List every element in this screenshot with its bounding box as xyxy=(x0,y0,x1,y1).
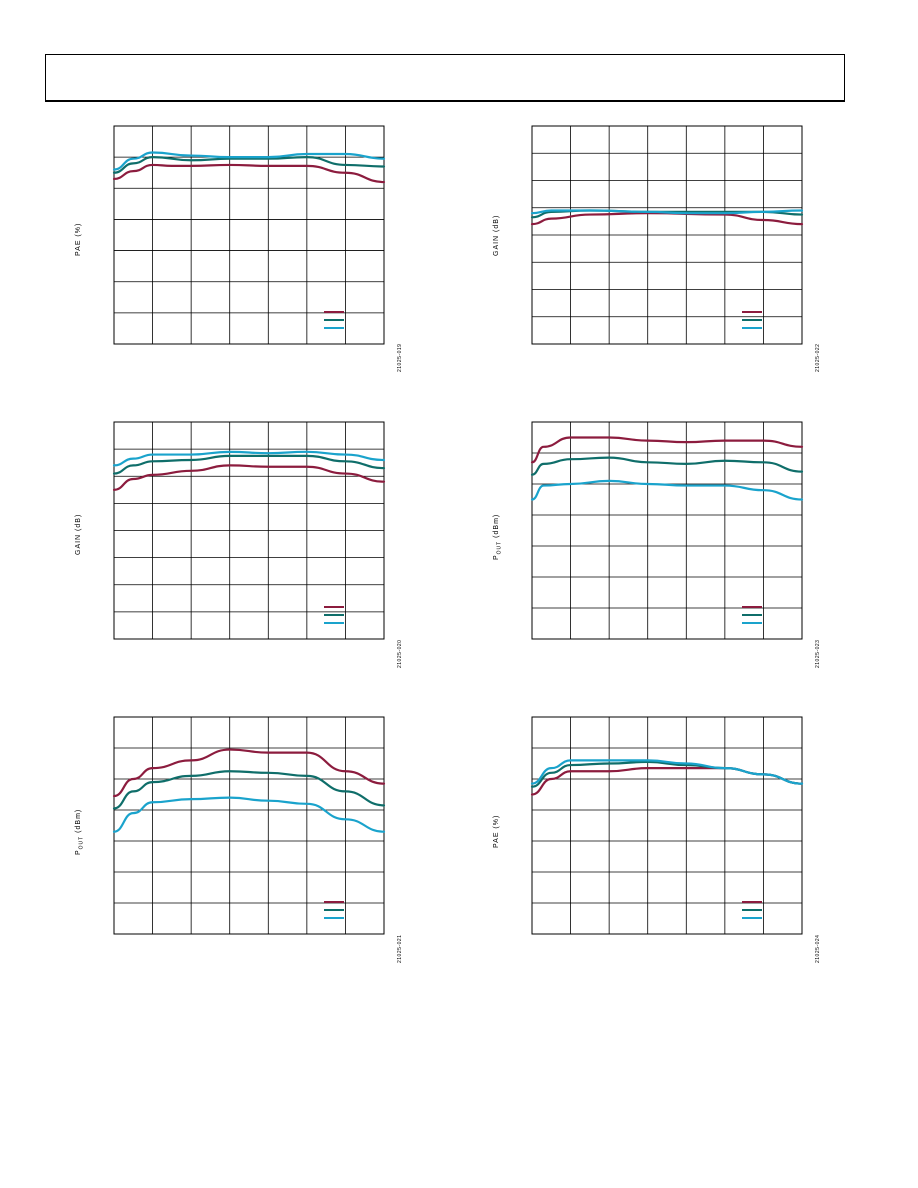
series-line-cyan xyxy=(112,151,386,171)
chart-pae-bottom-right xyxy=(530,716,804,935)
page-header-box xyxy=(45,54,845,102)
series-line-red xyxy=(112,163,386,184)
series-line-teal xyxy=(112,454,386,475)
chart-gain-middle-left xyxy=(112,421,386,640)
series-line-cyan xyxy=(112,796,386,833)
series-line-red xyxy=(530,212,804,226)
figure-id-chart-4: 21025-021 xyxy=(397,934,403,963)
ylabel-chart-0: PAE (%) xyxy=(75,222,82,256)
plot-frame xyxy=(113,421,385,640)
plot-frame xyxy=(531,125,803,345)
figure-id-chart-1: 21025-022 xyxy=(815,343,821,372)
plot-frame xyxy=(531,421,803,640)
series-line-red xyxy=(112,464,386,491)
series-line-teal xyxy=(530,456,804,476)
chart-pout-middle-right xyxy=(530,421,804,640)
plot-frame xyxy=(531,716,803,935)
ylabel-chart-1: GAIN (dB) xyxy=(493,214,500,256)
chart-pout-bottom-left xyxy=(112,716,386,935)
plot-frame xyxy=(113,125,385,345)
ylabel-chart-5: PAE (%) xyxy=(493,814,500,848)
series-line-cyan xyxy=(530,209,804,215)
plot-frame xyxy=(113,716,385,935)
series-line-teal xyxy=(112,156,386,174)
series-line-teal xyxy=(112,770,386,810)
figure-id-chart-5: 21025-024 xyxy=(815,934,821,963)
figure-id-chart-3: 21025-023 xyxy=(815,639,821,668)
series-line-cyan xyxy=(112,450,386,467)
series-line-red xyxy=(530,767,804,796)
series-line-cyan xyxy=(530,479,804,501)
figure-id-chart-2: 21025-020 xyxy=(397,639,403,668)
series-line-cyan xyxy=(530,759,804,785)
ylabel-chart-3: POUT (dBm) xyxy=(493,513,503,560)
figure-id-chart-0: 21025-019 xyxy=(397,343,403,372)
series-line-red xyxy=(112,748,386,798)
chart-gain-top-right xyxy=(530,125,804,345)
series-line-red xyxy=(530,436,804,464)
ylabel-chart-4: POUT (dBm) xyxy=(75,808,85,855)
ylabel-chart-2: GAIN (dB) xyxy=(75,513,82,555)
chart-pae-top-left xyxy=(112,125,386,345)
